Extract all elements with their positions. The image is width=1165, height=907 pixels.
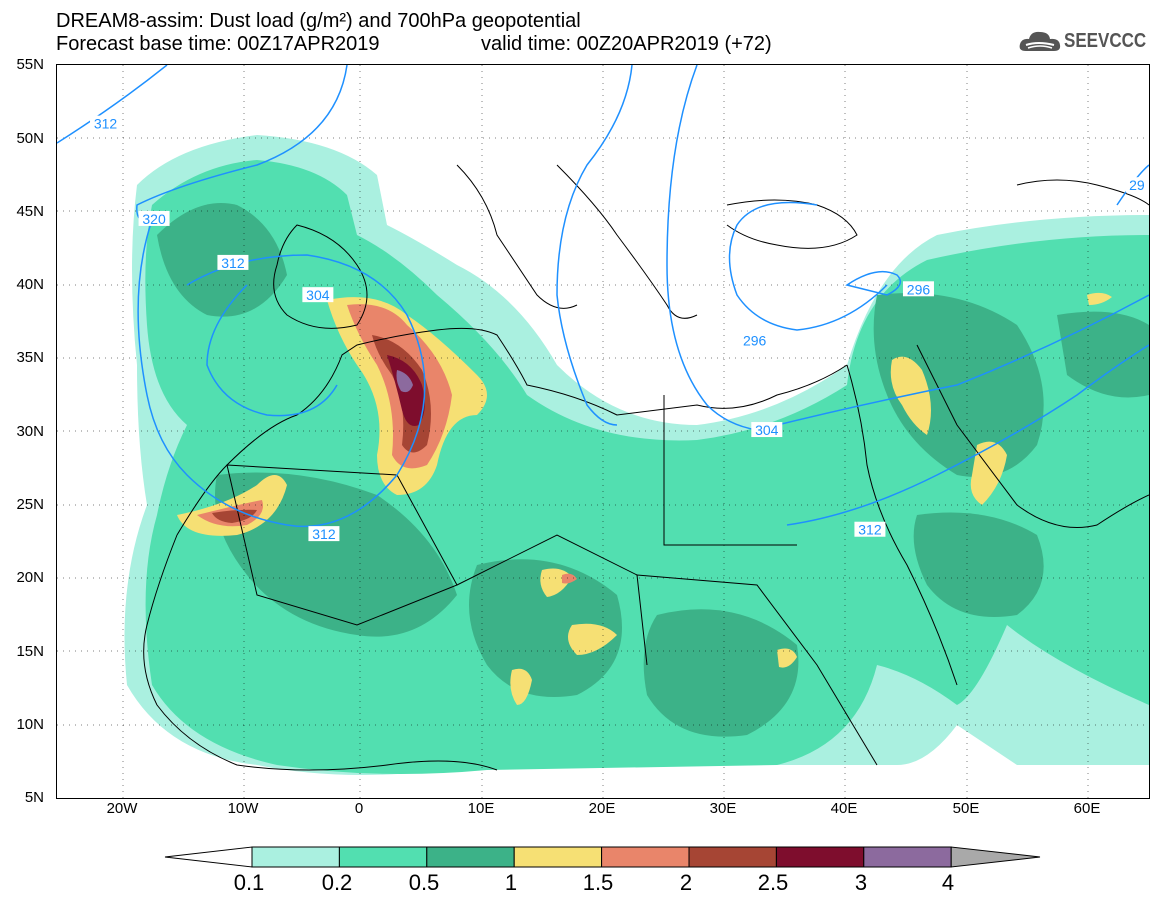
lat-label: 25N [16, 496, 44, 513]
colorbar-box [513, 846, 603, 868]
colorbar-box [863, 846, 952, 868]
colorbar-box [338, 846, 428, 868]
map-title: DREAM8-assim: Dust load (g/m²) and 700hP… [56, 10, 581, 32]
lat-label: 55N [16, 56, 44, 73]
lat-label: 50N [16, 130, 44, 147]
contour-label-text: 304 [306, 287, 330, 303]
lon-label: 0 [354, 800, 364, 817]
contour-label: 304 [751, 422, 783, 438]
lat-label: 35N [16, 349, 44, 366]
contour-labels: 312 320 312 304 312 296 304 312 296 29 [90, 115, 1148, 542]
colorbar-box [775, 846, 865, 868]
colorbar-under-triangle [164, 846, 253, 868]
colorbar [164, 846, 1041, 868]
contour-label-text: 296 [743, 333, 767, 349]
lon-label: 20E [588, 800, 616, 817]
contour-label: 29 [1125, 177, 1148, 193]
lat-label: 45N [16, 203, 44, 220]
contour-label-text: 320 [142, 211, 166, 227]
valid-time: valid time: 00Z20APR2019 (+72) [481, 33, 772, 55]
seevccc-logo: SEEVCCC [1018, 27, 1158, 57]
colorbar-box [601, 846, 690, 868]
dust-load-map: 312 320 312 304 312 296 304 312 296 29 [56, 64, 1150, 799]
graticule [57, 65, 1149, 798]
lat-label: 20N [16, 569, 44, 586]
contour-label: 312 [217, 254, 249, 271]
contour-label-text: 296 [907, 281, 931, 297]
colorbar-label: 2 [679, 870, 693, 895]
colorbar-boxes [164, 846, 1041, 868]
contour-label: 296 [902, 281, 934, 297]
lat-label: 30N [16, 423, 44, 440]
lon-label: 30E [709, 800, 737, 817]
contour-label-text: 304 [755, 422, 779, 438]
contour-label: 296 [739, 332, 771, 349]
contour-label-text: 29 [1129, 177, 1145, 193]
contour-label: 312 [854, 521, 886, 538]
colorbar-label: 0.2 [321, 870, 353, 895]
contour-label-text: 312 [94, 116, 118, 132]
contour-label: 312 [90, 115, 122, 132]
colorbar-label: 1 [504, 870, 518, 895]
contour-label-text: 312 [858, 522, 882, 538]
lat-label: 5N [24, 789, 44, 806]
colorbar-label: 0.5 [408, 870, 440, 895]
lon-label: 10E [467, 800, 495, 817]
dust-fields [124, 135, 1149, 775]
colorbar-box [426, 846, 515, 868]
lon-label: 40E [830, 800, 858, 817]
colorbar-label: 4 [941, 870, 955, 895]
lon-label: 50E [952, 800, 980, 817]
lat-label: 10N [16, 716, 44, 733]
lon-label: 10W [227, 800, 259, 817]
colorbar-box [251, 846, 340, 868]
colorbar-label: 2.5 [757, 870, 789, 895]
contour-label-text: 312 [312, 526, 336, 542]
forecast-times: Forecast base time: 00Z17APR2019 valid ti… [56, 33, 772, 55]
lat-label: 40N [16, 276, 44, 293]
logo-text: SEEVCCC [1064, 30, 1147, 52]
lon-label: 60E [1073, 800, 1101, 817]
contour-label: 312 [308, 526, 340, 542]
lat-label: 15N [16, 643, 44, 660]
contour-label: 320 [138, 210, 170, 227]
cloud-icon [1019, 31, 1061, 51]
lon-label: 20W [106, 800, 138, 817]
colorbar-label: 1.5 [582, 870, 614, 895]
contour-label: 304 [302, 287, 334, 303]
base-time: Forecast base time: 00Z17APR2019 [56, 33, 380, 55]
map-canvas: 312 320 312 304 312 296 304 312 296 29 [57, 65, 1149, 798]
colorbar-over-triangle [950, 846, 1041, 868]
colorbar-label: 3 [854, 870, 868, 895]
coastlines-borders [143, 164, 1149, 771]
colorbar-label: 0.1 [233, 870, 265, 895]
geopotential-contours [57, 65, 1149, 528]
colorbar-box [688, 846, 777, 868]
contour-label-text: 312 [221, 255, 245, 271]
